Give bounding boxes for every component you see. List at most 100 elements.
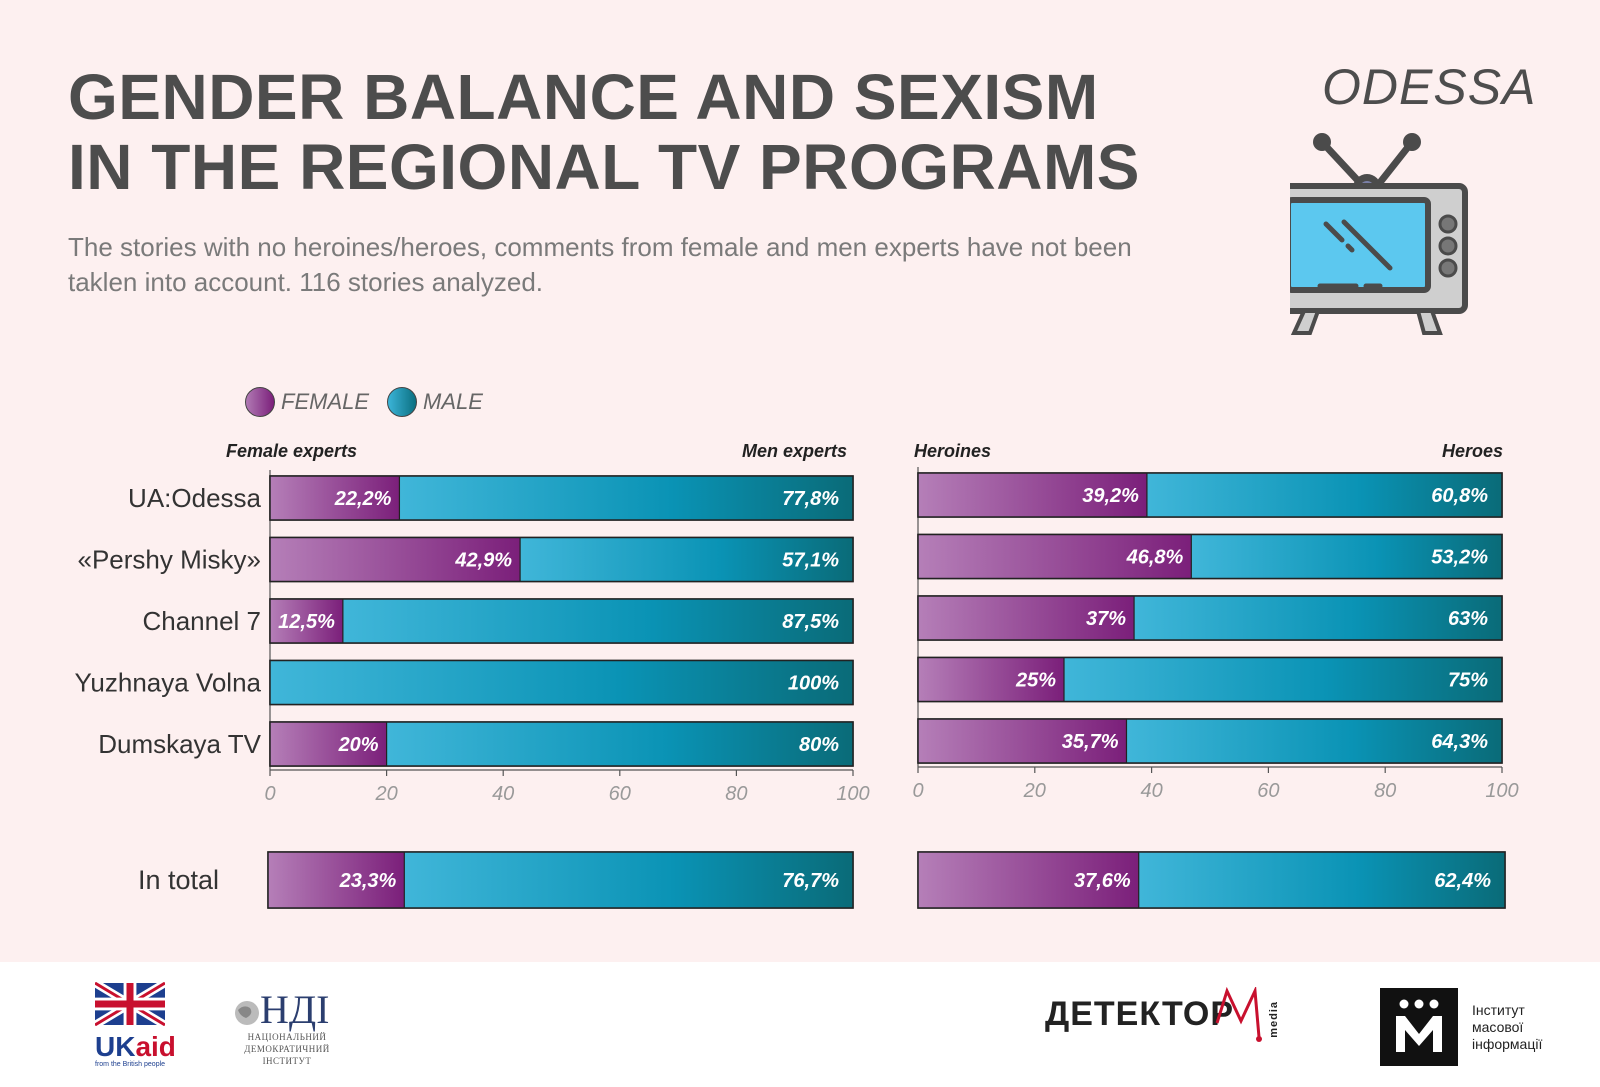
- chart-0-bar-border: [269, 475, 854, 521]
- page-subtitle: The stories with no heroines/heroes, com…: [68, 232, 1132, 297]
- chart-0-total-female-label: 23,3%: [339, 870, 397, 892]
- chart-0-bar-male-label: 57,1%: [782, 550, 839, 572]
- ukaid-aid: aid: [135, 1031, 176, 1062]
- chart-1-tick-label: 60: [1257, 780, 1279, 802]
- legend-male-swatch: [387, 387, 418, 417]
- category-label: «Pershy Misky»: [78, 545, 262, 575]
- chart-1-bar-border: [917, 656, 1503, 703]
- chart-0-bar-female-label: 22,2%: [334, 488, 392, 510]
- chart-0-bar-female: [270, 476, 400, 520]
- chart-1-tick-label: 20: [1023, 780, 1046, 802]
- category-label: Yuzhnaya Volna: [75, 668, 262, 698]
- chart-0-right-header: Men experts: [742, 441, 847, 461]
- chart-1-bar-female-label: 39,2%: [1082, 485, 1139, 507]
- chart-1-bar-female-label: 25%: [1015, 670, 1056, 692]
- chart-1-bar-male: [1146, 473, 1502, 517]
- chart-0-total-female: [268, 852, 405, 908]
- chart-0-tick-label: 0: [264, 783, 275, 805]
- chart-0-bar-male-label: 77,8%: [782, 488, 839, 510]
- chart-1-total-female-label: 37,6%: [1074, 870, 1131, 892]
- chart-0-bar-female: [270, 599, 343, 643]
- detector-media-word: media: [1268, 1001, 1280, 1038]
- ndi-subline-1: НАЦІОНАЛЬНИЙ: [247, 1032, 327, 1042]
- chart-0-left-header: Female experts: [226, 441, 357, 461]
- chart-1-bar-male-label: 53,2%: [1431, 547, 1488, 569]
- chart-1-tick-label: 0: [912, 780, 923, 802]
- chart-1-total-female: [918, 852, 1139, 908]
- total-label: In total: [138, 865, 219, 895]
- title-line-2: IN THE REGIONAL TV PROGRAMS: [68, 131, 1140, 203]
- chart-0-bar-border: [269, 536, 854, 583]
- legend: FEMALE MALE: [245, 385, 501, 419]
- imi-line-2: масової: [1472, 1019, 1524, 1035]
- uk-flag-icon: [92, 979, 168, 1029]
- chart-1-bar-border: [917, 718, 1503, 764]
- chart-1-bar-male-label: 75%: [1448, 670, 1488, 692]
- chart-svg: Female experts Men experts 0 20 40 60 80 100 22,…: [75, 441, 1519, 909]
- imi-line-1: Інститут: [1472, 1002, 1525, 1018]
- ndi-logo: НДІ НАЦІОНАЛЬНИЙ ДЕМОКРАТИЧНИЙ ІНСТИТУТ: [232, 990, 342, 1066]
- chart-0-bar-female-label: 12,5%: [278, 611, 335, 633]
- category-label: UA:Odessa: [128, 483, 261, 513]
- imi-logo: [1380, 988, 1458, 1066]
- chart-0-bar-male: [342, 599, 853, 643]
- ndi-wordmark: НДІ: [260, 987, 330, 1032]
- chart-1-tick-label: 80: [1374, 780, 1396, 802]
- chart-1-bar-female: [918, 657, 1064, 702]
- chart-0-bar-male: [520, 537, 853, 582]
- chart-0-total-male: [404, 852, 853, 908]
- chart-1-right-header: Heroes: [1442, 441, 1503, 461]
- chart-1-bar-female: [918, 596, 1135, 640]
- category-label: Channel 7: [142, 606, 261, 636]
- legend-female-label: FEMALE: [281, 389, 370, 414]
- globe-icon: [235, 1001, 259, 1025]
- chart-0-bar-male-label: 100%: [788, 673, 839, 695]
- chart-0-bar-male-label: 80%: [799, 734, 839, 756]
- chart-1-bar-female-label: 35,7%: [1062, 731, 1119, 753]
- chart-1-bar-male: [1064, 657, 1502, 702]
- chart-0-total-border: [267, 851, 854, 909]
- chart-0-tick-label: 80: [725, 783, 747, 805]
- chart-1-bar-female: [918, 473, 1147, 517]
- chart-0-bar-border: [269, 721, 854, 767]
- chart-0-bar-male-label: 87,5%: [782, 611, 839, 633]
- chart-0-tick-label: 100: [836, 783, 869, 805]
- ukaid-wordmark: UKaid: [95, 1031, 176, 1062]
- chart-1-bar-male-label: 63%: [1448, 608, 1488, 630]
- ukaid-uk: UK: [95, 1031, 136, 1062]
- category-label: Dumskaya TV: [98, 729, 261, 759]
- imi-line-3: інформації: [1472, 1036, 1543, 1052]
- chart-1-bar-female-label: 46,8%: [1126, 547, 1184, 569]
- chart-0-bar-female: [270, 537, 521, 582]
- chart-1-tick-label: 100: [1485, 780, 1518, 802]
- chart-1-bar-male-label: 64,3%: [1431, 731, 1488, 753]
- chart-1-left-header: Heroines: [914, 441, 991, 461]
- chart-1-bar-male: [1134, 596, 1502, 640]
- chart-0-total-male-label: 76,7%: [782, 870, 839, 892]
- chart-0-bar-border: [269, 598, 854, 644]
- chart-1-bar-border: [917, 472, 1503, 518]
- detector-media-logo: ДЕТЕКТОР media: [1045, 987, 1280, 1042]
- chart-1-total-border: [917, 851, 1506, 909]
- imi-m-icon: [1396, 999, 1442, 1052]
- chart-0-bar-male: [386, 722, 853, 766]
- city-label: ODESSA: [1322, 59, 1537, 115]
- chart-1-bar-male-label: 60,8%: [1431, 485, 1488, 507]
- chart-0-bar-border: [269, 659, 854, 706]
- chart-1-tick-label: 40: [1140, 780, 1162, 802]
- chart-0-bar-male: [270, 660, 853, 705]
- chart-0-tick-label: 40: [492, 783, 514, 805]
- ukaid-subline: from the British people: [95, 1061, 166, 1068]
- chart-0-bar-female-label: 42,9%: [454, 550, 512, 572]
- detector-wordmark: ДЕТЕКТОР: [1045, 995, 1234, 1033]
- tv-icon: [1290, 133, 1468, 335]
- legend-male-label: MALE: [423, 389, 483, 414]
- chart-0-bar-female: [270, 722, 387, 766]
- chart-1-bar-border: [917, 533, 1503, 580]
- chart-0-tick-label: 60: [609, 783, 631, 805]
- detector-m-icon: [1215, 987, 1262, 1042]
- chart-0-bar-female-label: 20%: [338, 734, 379, 756]
- imi-text: Інститут масової інформації: [1472, 1002, 1542, 1053]
- ndi-subline-2: ДЕМОКРАТИЧНИЙ: [244, 1044, 330, 1054]
- ndi-subline-3: ІНСТИТУТ: [262, 1056, 312, 1066]
